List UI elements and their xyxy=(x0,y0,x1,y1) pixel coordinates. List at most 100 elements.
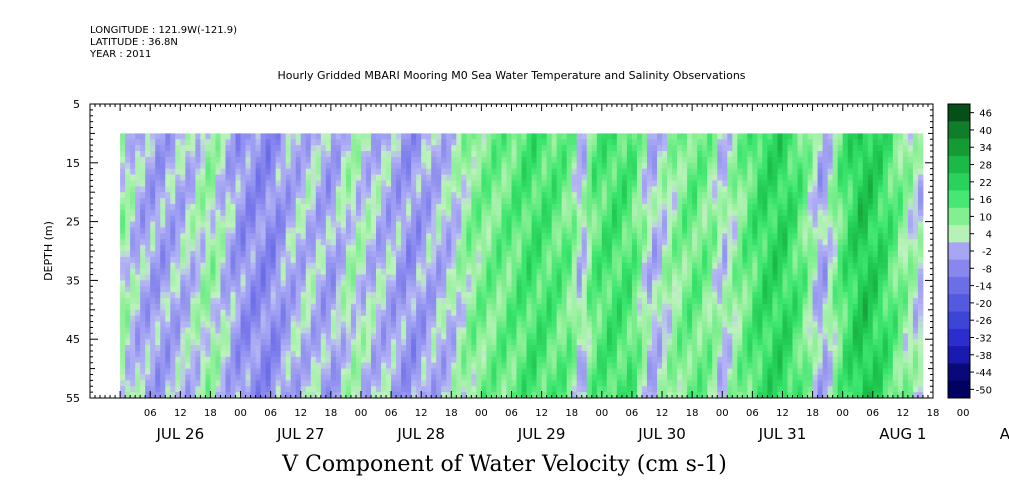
heatmap-cell xyxy=(571,274,578,281)
heatmap-cell xyxy=(160,174,166,181)
heatmap-cell xyxy=(406,362,412,369)
heatmap-cell xyxy=(441,203,447,211)
heatmap-cell xyxy=(215,268,221,275)
heatmap-cell xyxy=(436,198,442,205)
heatmap-cell xyxy=(521,339,527,346)
heatmap-cell xyxy=(245,156,251,164)
heatmap-cell xyxy=(310,309,317,317)
heatmap-cell xyxy=(662,168,668,175)
heatmap-cell xyxy=(160,392,166,399)
heatmap-cell xyxy=(466,151,472,158)
heatmap-cell xyxy=(140,251,146,258)
heatmap-cell xyxy=(506,386,512,393)
heatmap-cell xyxy=(376,386,382,393)
heatmap-cell xyxy=(260,298,267,305)
heatmap-cell xyxy=(431,303,437,311)
heatmap-cell xyxy=(280,303,287,311)
heatmap-cell xyxy=(421,327,427,334)
heatmap-cell xyxy=(195,256,201,264)
heatmap-cell xyxy=(360,386,367,393)
heatmap-cell xyxy=(220,392,226,399)
heatmap-cell xyxy=(295,303,302,311)
heatmap-cell xyxy=(516,133,522,140)
heatmap-cell xyxy=(360,215,367,222)
heatmap-cell xyxy=(571,280,578,287)
location-metadata: LONGITUDE : 121.9W(-121.9) LATITUDE : 36… xyxy=(90,25,237,61)
heatmap-cell xyxy=(531,245,537,252)
heatmap-cell xyxy=(476,227,482,234)
heatmap-cell xyxy=(120,386,126,393)
heatmap-cell xyxy=(506,368,512,375)
heatmap-cell xyxy=(471,162,477,170)
heatmap-cell xyxy=(335,298,342,305)
heatmap-cell xyxy=(471,339,477,346)
heatmap-cell xyxy=(386,280,392,287)
heatmap-cell xyxy=(526,174,532,181)
heatmap-cell xyxy=(546,262,553,270)
heatmap-cell xyxy=(501,303,507,311)
heatmap-cell xyxy=(355,145,362,152)
heatmap-cell xyxy=(180,286,186,293)
heatmap-cell xyxy=(180,362,186,369)
heatmap-cell xyxy=(536,274,543,281)
heatmap-cell xyxy=(596,339,603,346)
heatmap-cell xyxy=(481,168,487,175)
heatmap-cell xyxy=(240,239,246,246)
heatmap-cell xyxy=(255,268,262,275)
heatmap-cell xyxy=(295,321,302,328)
heatmap-cell xyxy=(421,215,427,222)
heatmap-cell xyxy=(662,209,668,217)
heatmap-cell xyxy=(476,356,482,364)
heatmap-cell xyxy=(481,251,487,258)
heatmap-cell xyxy=(305,139,312,146)
heatmap-cell xyxy=(386,321,392,328)
heatmap-cell xyxy=(265,280,272,287)
heatmap-cell xyxy=(431,356,437,364)
heatmap-cell xyxy=(536,262,543,270)
heatmap-cell xyxy=(456,256,462,264)
heatmap-cell xyxy=(416,239,422,246)
heatmap-cell xyxy=(586,215,593,222)
heatmap-cell xyxy=(290,239,297,246)
heatmap-cell xyxy=(150,145,156,152)
heatmap-cell xyxy=(215,245,221,252)
heatmap-cell xyxy=(672,139,678,146)
heatmap-cell xyxy=(145,374,151,381)
heatmap-cell xyxy=(200,280,206,287)
heatmap-cell xyxy=(270,303,277,311)
heatmap-cell xyxy=(150,174,156,181)
longitude-label: LONGITUDE : 121.9W(-121.9) xyxy=(90,25,237,36)
heatmap-cell xyxy=(636,268,643,275)
heatmap-cell xyxy=(355,180,362,187)
heatmap-cell xyxy=(215,339,221,346)
heatmap-cell xyxy=(621,280,628,287)
heatmap-cell xyxy=(631,280,638,287)
heatmap-cell xyxy=(145,139,151,146)
heatmap-cell xyxy=(667,327,673,334)
heatmap-cell xyxy=(290,333,297,340)
heatmap-cell xyxy=(466,298,472,305)
heatmap-cell xyxy=(260,221,267,228)
heatmap-cell xyxy=(275,227,282,234)
heatmap-cell xyxy=(285,133,292,140)
heatmap-cell xyxy=(125,168,131,175)
heatmap-cell xyxy=(215,133,221,140)
heatmap-cell xyxy=(270,339,277,346)
heatmap-cell xyxy=(175,392,181,399)
heatmap-cell xyxy=(140,386,146,393)
heatmap-cell xyxy=(571,286,578,293)
heatmap-cell xyxy=(240,245,246,252)
heatmap-cell xyxy=(667,192,673,199)
heatmap-cell xyxy=(165,174,171,181)
heatmap-cell xyxy=(130,227,136,234)
heatmap-cell xyxy=(376,345,382,352)
heatmap-cell xyxy=(260,286,267,293)
heatmap-cell xyxy=(431,139,437,146)
heatmap-cell xyxy=(310,374,317,381)
heatmap-cell xyxy=(581,156,588,164)
heatmap-cell xyxy=(391,268,397,275)
heatmap-cell xyxy=(120,309,126,317)
heatmap-cell xyxy=(626,174,633,181)
heatmap-cell xyxy=(335,245,342,252)
heatmap-cell xyxy=(160,374,166,381)
